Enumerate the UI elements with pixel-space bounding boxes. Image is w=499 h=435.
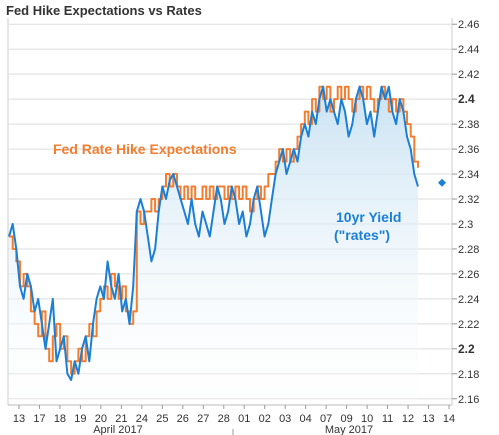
x-tick-label: 13	[13, 413, 25, 425]
x-tick-label: 19	[74, 413, 86, 425]
x-axis: 13 17 18 19 20 21 24 25 26 27 28 01 02 03 04 07 09 10 11 12…	[8, 404, 455, 435]
x-tick-label: 26	[177, 413, 189, 425]
x-tick-label: 03	[279, 413, 291, 425]
x-tick-label: 13	[422, 413, 434, 425]
y-tick-label: 2.2	[458, 342, 475, 356]
y-tick-label: 2.18	[458, 369, 479, 381]
annotation-yield: 10yr Yield	[336, 209, 401, 225]
y-tick-label: 2.22	[458, 319, 479, 331]
month-label: May 2017	[325, 424, 373, 435]
y-tick-label: 2.34	[458, 169, 479, 181]
x-tick-label: 27	[197, 413, 209, 425]
yield-area	[9, 86, 418, 405]
y-tick-label: 2.28	[458, 244, 479, 256]
y-tick-label: 2.46	[458, 19, 479, 31]
y-tick-label: 2.38	[458, 119, 479, 131]
y-tick-label: 2.26	[458, 269, 479, 281]
x-tick-label: 24	[136, 413, 148, 425]
last-value-marker	[438, 178, 446, 187]
x-tick-label: 07	[320, 413, 332, 425]
x-tick-label: 20	[95, 413, 107, 425]
x-tick-label: 02	[259, 413, 271, 425]
annotation-expectations: Fed Rate Hike Expectations	[53, 141, 237, 157]
x-tick-label: 04	[300, 413, 312, 425]
y-axis: 2.16 2.18 2.2 2.22 2.24 2.26 2.28 2.3 2.32 2.34 2.…	[452, 19, 479, 406]
x-tick-label: 12	[402, 413, 414, 425]
y-tick-label: 2.24	[458, 294, 479, 306]
x-tick-label: 17	[33, 413, 45, 425]
x-tick-label: 11	[382, 413, 393, 425]
x-tick-label: 10	[361, 413, 373, 425]
series-lines	[8, 85, 419, 381]
x-tick-label: 28	[218, 413, 230, 425]
last-value-diamond	[438, 178, 446, 187]
y-tick-label: 2.42	[458, 69, 479, 81]
x-tick-label: 14	[443, 413, 455, 425]
month-label: April 2017	[93, 424, 143, 435]
y-tick-label: 2.4	[458, 92, 475, 106]
y-tick-label: 2.44	[458, 44, 479, 56]
chart-title: Fed Hike Expectations vs Rates	[6, 3, 202, 18]
y-tick-label: 2.36	[458, 144, 479, 156]
y-tick-label: 2.16	[458, 394, 479, 406]
annotation-yield-rates: ("rates")	[334, 227, 390, 243]
x-tick-label: 25	[156, 413, 168, 425]
series-line-expectations	[9, 85, 419, 375]
series-line-yield	[8, 85, 419, 381]
x-tick-label: 18	[54, 413, 66, 425]
yield-area-fill	[9, 86, 418, 405]
x-tick-label: 21	[115, 413, 127, 425]
y-tick-label: 2.32	[458, 194, 479, 206]
x-tick-label: 01	[238, 413, 250, 425]
y-tick-label: 2.3	[458, 219, 473, 231]
x-tick-label: 09	[340, 413, 352, 425]
